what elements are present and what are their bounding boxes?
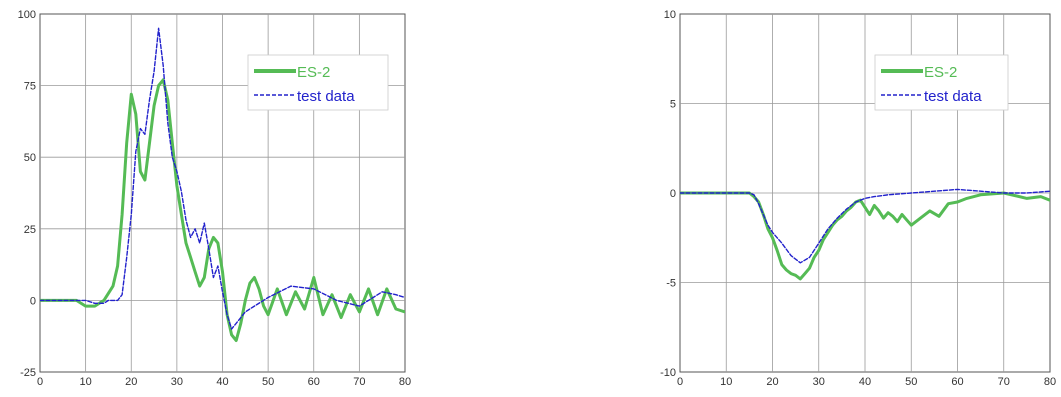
legend-label: test data bbox=[297, 88, 355, 105]
y-tick-label: 0 bbox=[670, 188, 676, 200]
y-tick-label: 0 bbox=[30, 295, 36, 307]
legend-label: ES-2 bbox=[924, 64, 957, 81]
x-tick-label: 0 bbox=[37, 376, 43, 388]
x-tick-label: 30 bbox=[813, 376, 825, 388]
y-tick-label: 75 bbox=[24, 81, 36, 93]
x-tick-label: 40 bbox=[216, 376, 228, 388]
legend: ES-2 test data bbox=[874, 54, 1009, 111]
y-tick-label: 10 bbox=[664, 9, 676, 21]
y-tick-label: 50 bbox=[24, 152, 36, 164]
y-tick-label: -10 bbox=[660, 367, 676, 379]
x-tick-label: 40 bbox=[859, 376, 871, 388]
x-tick-label: 80 bbox=[399, 376, 411, 388]
x-tick-label: 10 bbox=[720, 376, 732, 388]
legend-box bbox=[247, 54, 389, 111]
y-tick-label: 25 bbox=[24, 224, 36, 236]
legend: ES-2 test data bbox=[247, 54, 389, 111]
legend-label: test data bbox=[924, 88, 982, 105]
series-line-es-2 bbox=[40, 78, 405, 342]
y-tick-label: 5 bbox=[670, 99, 676, 111]
x-tick-label: 10 bbox=[80, 376, 92, 388]
x-tick-label: 60 bbox=[951, 376, 963, 388]
x-tick-label: 80 bbox=[1044, 376, 1056, 388]
x-tick-label: 50 bbox=[262, 376, 274, 388]
y-tick-label: -5 bbox=[666, 278, 676, 290]
x-tick-label: 60 bbox=[308, 376, 320, 388]
legend-box bbox=[874, 54, 1009, 111]
right-chart: 0 10 20 30 40 50 60 70 80 -10 -5 0 5 10 ES-2 test data bbox=[660, 9, 1056, 388]
x-tick-label: 0 bbox=[677, 376, 683, 388]
x-tick-label: 70 bbox=[998, 376, 1010, 388]
x-tick-label: 50 bbox=[905, 376, 917, 388]
y-tick-label: 100 bbox=[18, 9, 36, 21]
series-line-test-data bbox=[40, 27, 405, 330]
x-tick-label: 20 bbox=[125, 376, 137, 388]
y-tick-label: -25 bbox=[20, 367, 36, 379]
legend-label: ES-2 bbox=[297, 64, 330, 81]
x-tick-label: 70 bbox=[353, 376, 365, 388]
x-tick-label: 30 bbox=[171, 376, 183, 388]
x-tick-label: 20 bbox=[766, 376, 778, 388]
series-line-test-data bbox=[680, 188, 1050, 264]
